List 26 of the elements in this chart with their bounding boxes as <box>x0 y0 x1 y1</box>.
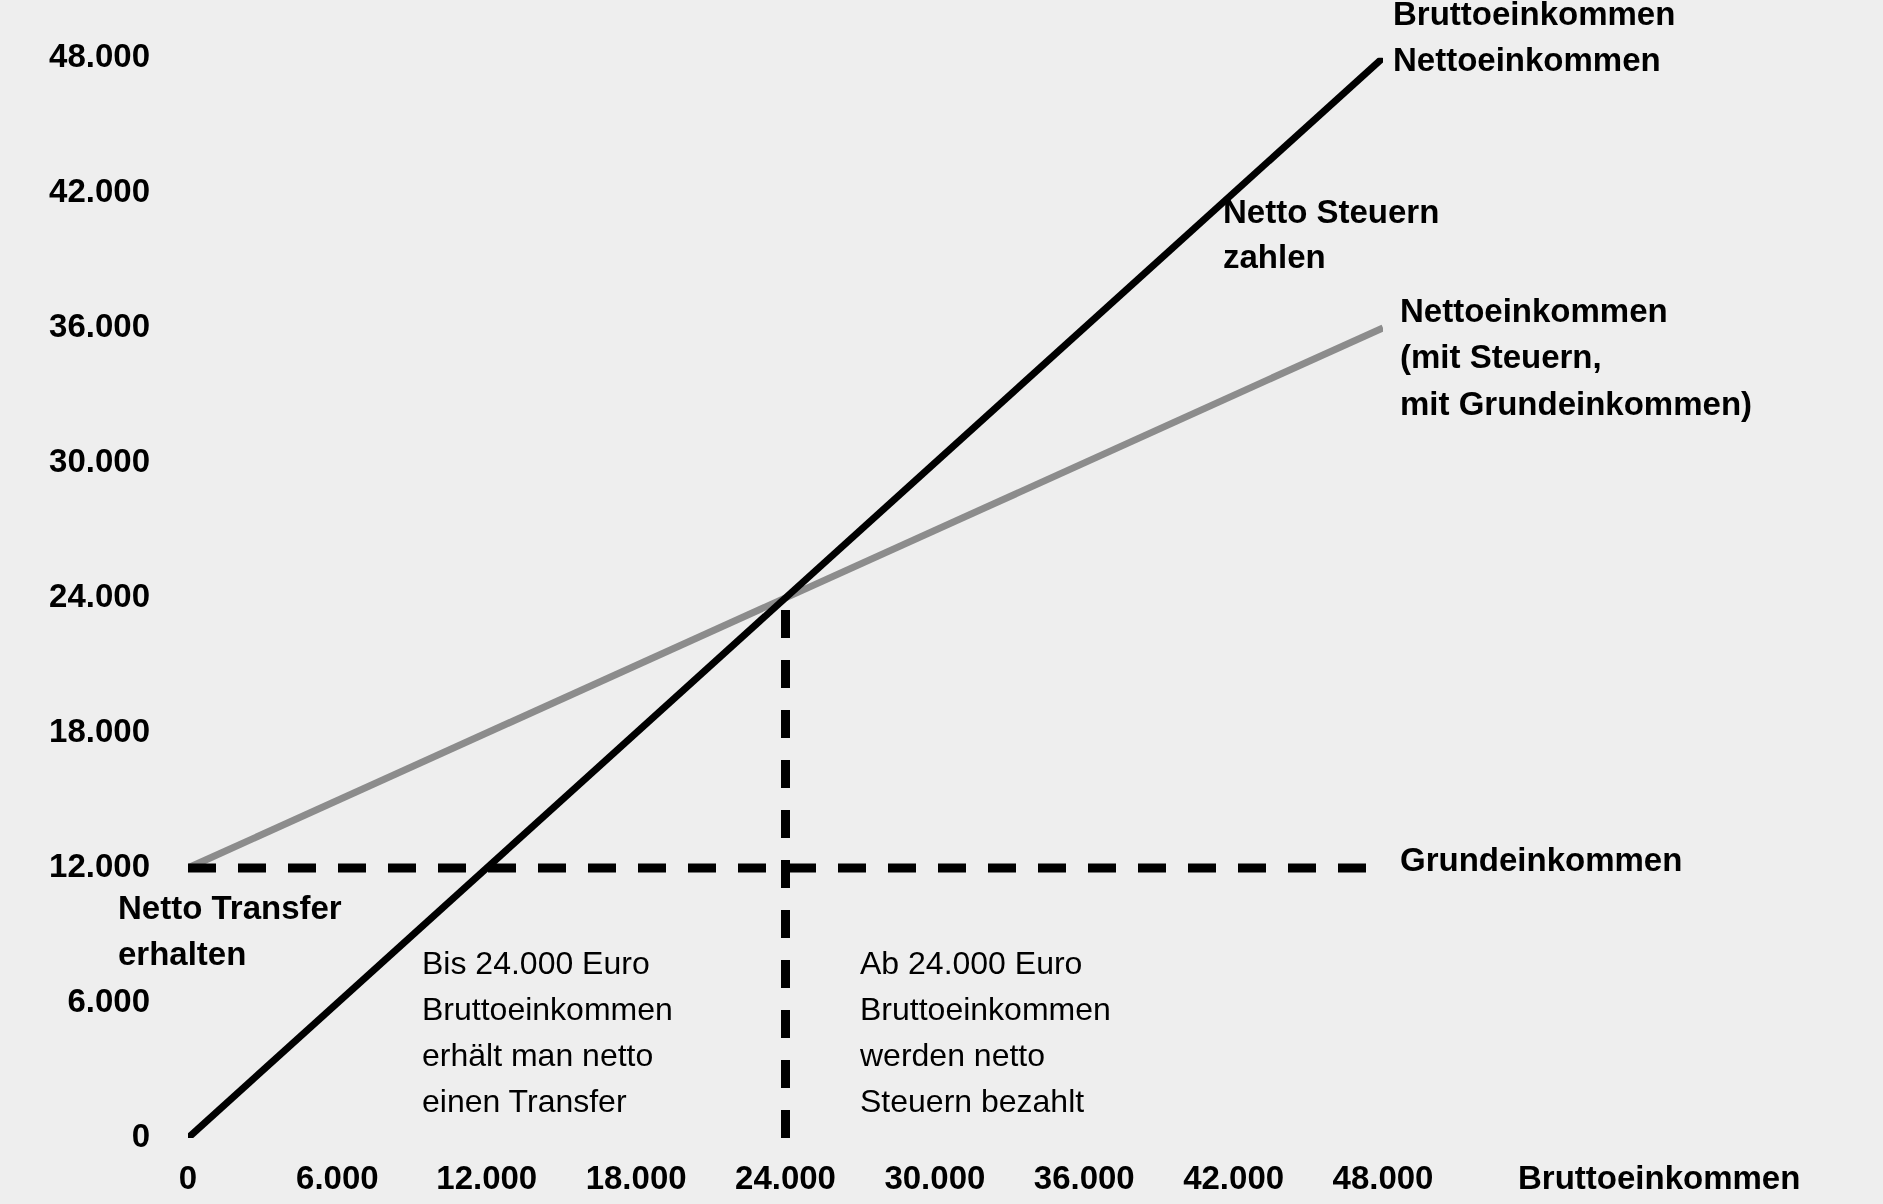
annotation: Netto Transfer erhalten <box>118 889 342 973</box>
x-tick-label: 18.000 <box>585 1158 687 1196</box>
annotation: Ab 24.000 Euro Bruttoeinkommen werden netto Steuern bezahlt <box>859 944 1111 1119</box>
y-tick-label: 12.000 <box>49 847 150 885</box>
x-tick-label: 0 <box>178 1158 198 1196</box>
x-tick-label: 30.000 <box>884 1158 986 1196</box>
x-tick-label: 42.000 <box>1183 1158 1285 1196</box>
y-tick-label: 24.000 <box>49 576 150 614</box>
x-axis-title: Bruttoeinkommen <box>1518 1159 1801 1197</box>
text: Nettoeinkommen (mit Steuern, mit Grundeinkommen) <box>1400 292 1753 423</box>
y-tick-label: 36.000 <box>49 306 150 344</box>
y-tick-label: 18.000 <box>49 712 150 750</box>
y-tick-label: 0 <box>131 1117 150 1155</box>
y-tick-label: 6.000 <box>67 982 150 1020</box>
x-tick-label: 36.000 <box>1033 1158 1135 1196</box>
x-tick-label: 48.000 <box>1332 1158 1434 1196</box>
y-tick-label: 48.000 <box>49 36 150 74</box>
text: Grundeinkommen <box>1400 841 1683 879</box>
x-tick-label: 6.000 <box>296 1158 379 1196</box>
annotation: Bis 24.000 Euro Bruttoeinkommen erhält man netto einen Transfer <box>422 944 673 1119</box>
x-tick-label: 24.000 <box>735 1158 836 1196</box>
y-tick-label: 30.000 <box>49 441 150 479</box>
x-tick-label: 12.000 <box>436 1158 538 1196</box>
annotation: Netto Steuern zahlen <box>1223 193 1440 276</box>
y-tick-label: 42.000 <box>49 171 150 209</box>
text: Bruttoeinkommen Nettoeinkommen <box>1393 0 1676 79</box>
